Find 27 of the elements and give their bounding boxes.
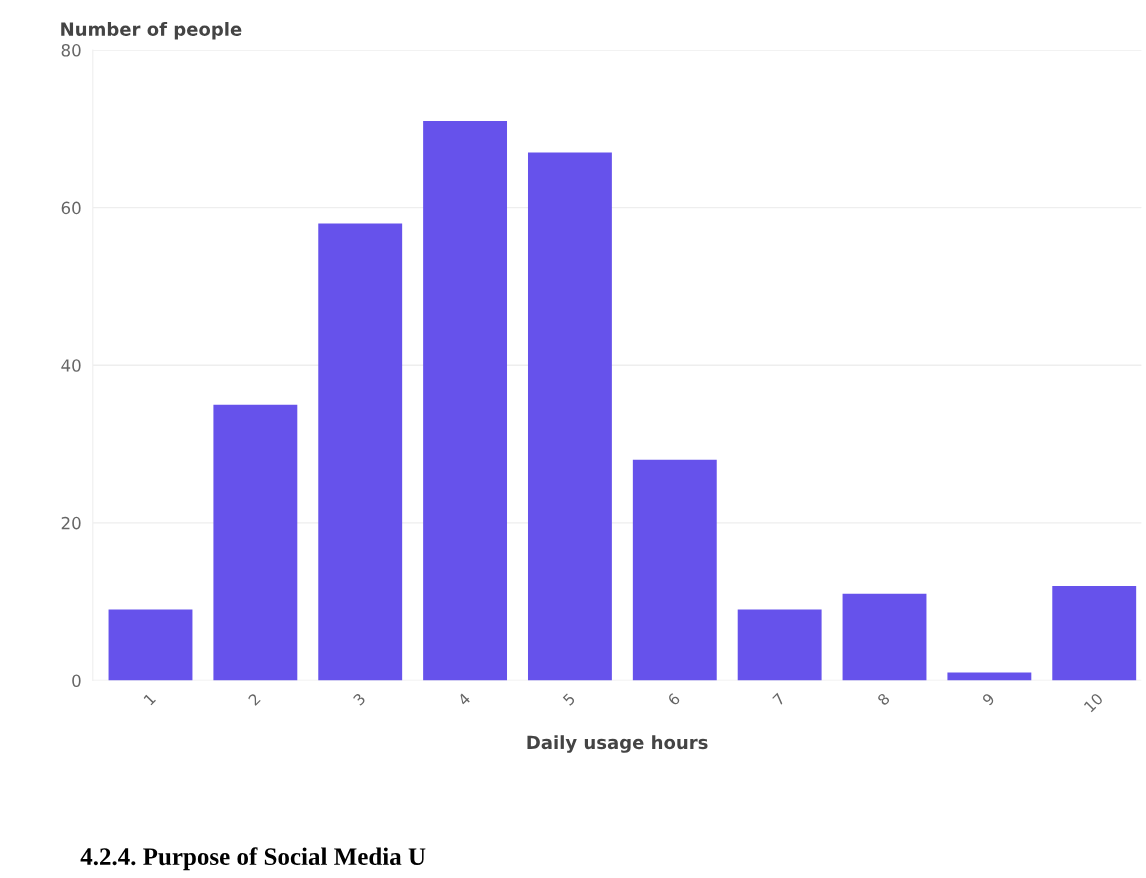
- bar: [423, 120, 508, 681]
- y-axis-title: Number of people: [61, 21, 242, 40]
- x-tick-label: 10: [1083, 692, 1104, 713]
- bar: [632, 459, 717, 681]
- bar: [527, 152, 612, 681]
- text: 4.2.4. Purpose of Social Media U: [80, 847, 426, 871]
- bar: [737, 609, 822, 681]
- x-axis-title: Daily usage hours: [527, 735, 708, 753]
- x-tick-label: 2: [247, 692, 261, 706]
- x-tick-label: 6: [667, 692, 681, 707]
- x-tick-label: 4: [457, 692, 471, 707]
- bar: [213, 404, 298, 681]
- bar: [1052, 585, 1137, 681]
- y-tick-label: 40: [61, 359, 81, 372]
- x-tick-label: 5: [562, 692, 576, 706]
- x-tick-label: 9: [981, 692, 996, 707]
- y-tick-label: 0: [72, 674, 81, 688]
- x-tick-label: 3: [352, 692, 366, 706]
- x-tick-label: 7: [772, 692, 786, 706]
- bar: [108, 609, 193, 681]
- bar: [318, 223, 403, 681]
- y-tick-label: 80: [61, 44, 81, 57]
- bar: [842, 593, 927, 681]
- y-tick-label: 60: [61, 201, 81, 215]
- x-tick-label: 1: [143, 692, 156, 706]
- x-tick-label: 8: [876, 692, 891, 707]
- y-tick-label: 20: [61, 516, 81, 530]
